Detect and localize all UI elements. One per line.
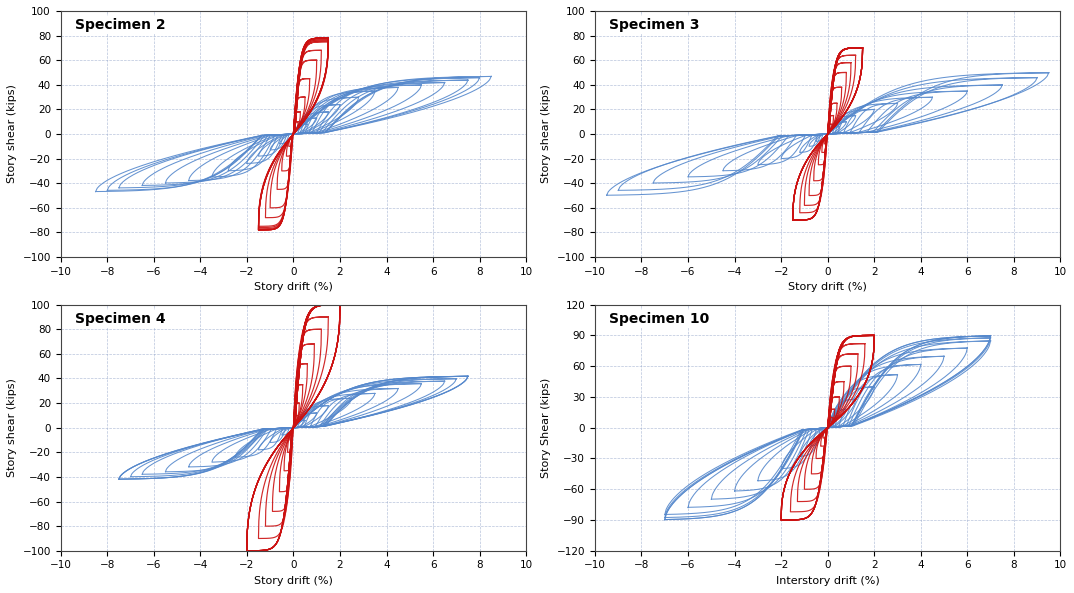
Text: Specimen 2: Specimen 2 bbox=[74, 18, 165, 33]
Y-axis label: Story shear (kips): Story shear (kips) bbox=[6, 85, 17, 183]
Y-axis label: Story Shear (kips): Story Shear (kips) bbox=[541, 378, 551, 478]
Text: Specimen 4: Specimen 4 bbox=[74, 312, 165, 326]
X-axis label: Interstory drift (%): Interstory drift (%) bbox=[775, 576, 880, 586]
X-axis label: Story drift (%): Story drift (%) bbox=[253, 576, 333, 586]
X-axis label: Story drift (%): Story drift (%) bbox=[788, 282, 867, 292]
Text: Specimen 3: Specimen 3 bbox=[609, 18, 699, 33]
Y-axis label: Story shear (kips): Story shear (kips) bbox=[6, 378, 17, 477]
Y-axis label: Story shear (kips): Story shear (kips) bbox=[541, 85, 551, 183]
Text: Specimen 10: Specimen 10 bbox=[609, 312, 709, 326]
X-axis label: Story drift (%): Story drift (%) bbox=[253, 282, 333, 292]
